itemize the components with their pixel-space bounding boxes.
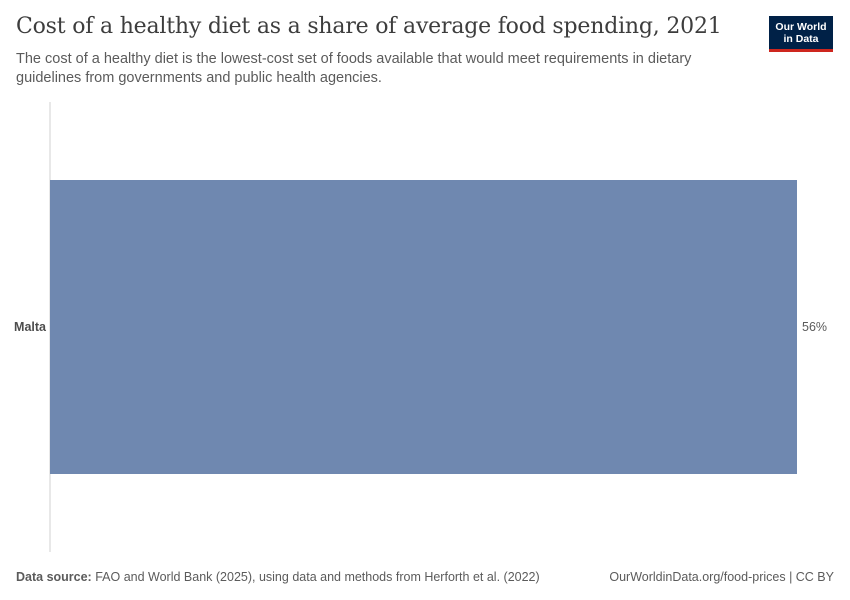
footer-url[interactable]: OurWorldinData.org/food-prices | CC BY [609,570,834,584]
data-source-text: FAO and World Bank (2025), using data an… [95,570,540,584]
value-label: 56% [802,320,827,334]
logo-line-2: in Data [783,33,819,45]
owid-logo[interactable]: Our World in Data [769,16,833,52]
bar-malta[interactable] [50,180,797,474]
data-source-label: Data source: [16,570,92,584]
chart-title: Cost of a healthy diet as a share of ave… [16,14,722,39]
chart-subtitle: The cost of a healthy diet is the lowest… [16,51,692,86]
category-label: Malta [14,320,47,334]
logo-line-1: Our World [775,21,827,33]
data-source: Data source: FAO and World Bank (2025), … [16,570,540,584]
